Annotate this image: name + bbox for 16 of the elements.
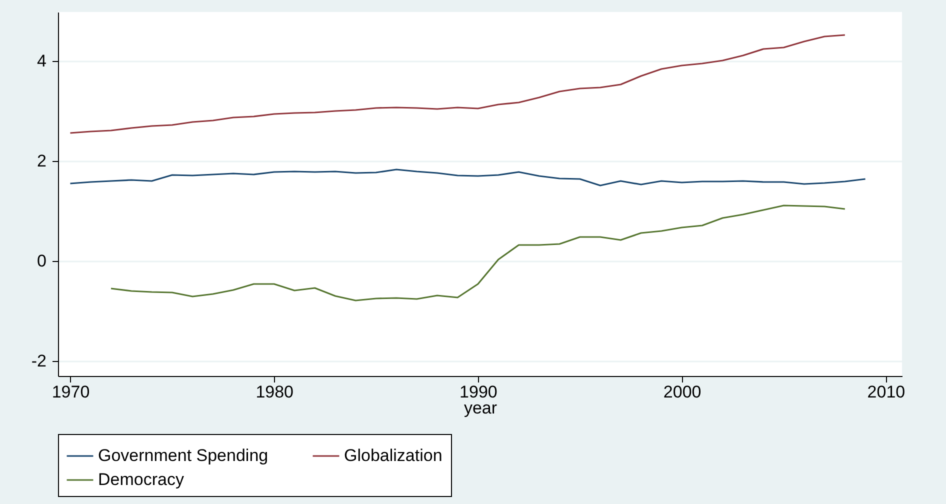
y-tick-label: 0 [37,252,46,270]
y-tick-label: 2 [37,152,46,170]
y-tick-label: -2 [31,352,46,370]
legend-label: Government Spending [98,446,268,465]
legend-label: Globalization [344,446,442,465]
x-tick-label: 1970 [52,382,90,402]
y-tick-label: 4 [37,52,46,70]
x-tick-label: 2010 [867,382,906,402]
x-tick-label: 1980 [256,382,294,402]
legend-label: Democracy [98,470,184,489]
x-tick-label: 2000 [663,382,702,402]
line-series [69,34,846,134]
line-series [69,168,866,186]
x-axis-title: year [464,398,498,418]
line-series [110,204,846,302]
x-tick-label: 1990 [460,382,498,402]
